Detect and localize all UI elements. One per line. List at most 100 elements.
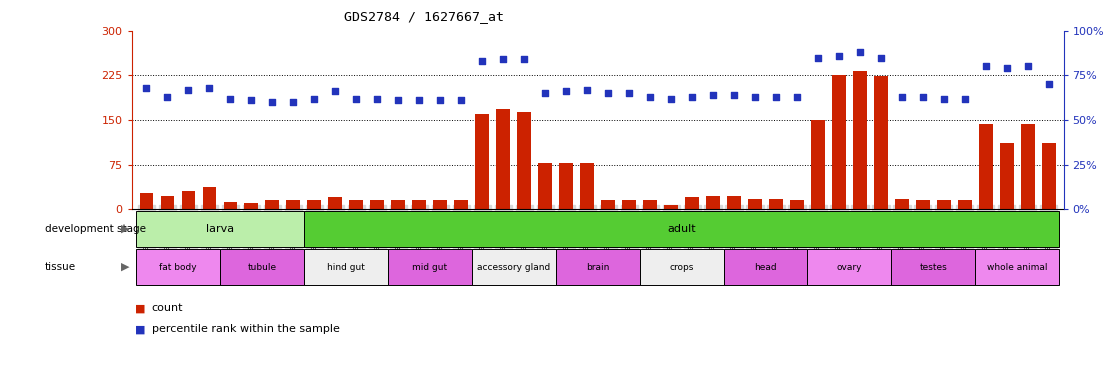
Text: crops: crops [670,263,694,271]
Text: development stage: development stage [45,224,146,234]
Text: brain: brain [586,263,609,271]
Bar [308,200,321,209]
Bar [958,200,972,209]
Point [137,85,155,91]
Point [599,90,617,96]
Text: ▶: ▶ [121,224,129,234]
Bar [643,200,657,209]
Point [473,58,491,64]
Bar [979,124,993,209]
Point [683,94,701,100]
Point [747,94,764,100]
Text: percentile rank within the sample: percentile rank within the sample [152,324,339,334]
Bar [790,200,804,209]
Bar [685,197,699,209]
Point [830,53,848,59]
Point [998,65,1016,71]
Bar [182,192,195,209]
Bar [1000,142,1013,209]
Bar [349,200,363,209]
Bar [266,200,279,209]
Text: accessory gland: accessory gland [477,263,550,271]
Point [620,90,638,96]
Point [725,92,743,98]
Bar [623,200,636,209]
Point [536,90,554,96]
Bar [853,71,867,209]
Text: fat body: fat body [160,263,196,271]
Point [516,56,533,62]
Bar [140,193,153,209]
Text: ■: ■ [135,303,145,313]
Bar [392,200,405,209]
Point [494,56,512,62]
Point [347,96,365,102]
Text: testes: testes [920,263,947,271]
Point [852,49,869,55]
Text: mid gut: mid gut [412,263,448,271]
Text: head: head [754,263,777,271]
Bar [454,200,468,209]
Point [809,55,827,61]
Bar [497,109,510,209]
Point [263,99,281,105]
Bar [223,202,238,209]
Point [662,96,680,102]
Text: count: count [152,303,183,313]
Bar [287,200,300,209]
Point [935,96,953,102]
Point [788,94,806,100]
Bar [728,196,741,209]
Point [242,97,260,103]
Bar [1042,142,1056,209]
Point [704,92,722,98]
Point [872,55,889,61]
Bar [664,205,677,209]
Bar [602,200,615,209]
Point [368,96,386,102]
Point [642,94,660,100]
Text: hind gut: hind gut [327,263,365,271]
Point [452,97,470,103]
Bar [916,200,930,209]
Point [306,96,324,102]
Point [221,96,239,102]
Bar [538,163,552,209]
Point [914,94,932,100]
Point [1019,63,1037,70]
Point [180,86,198,93]
Bar [371,200,384,209]
Point [431,97,449,103]
Bar [433,200,448,209]
Bar [895,199,908,209]
Bar [328,197,343,209]
Point [767,94,785,100]
Point [893,94,911,100]
Bar [1021,124,1035,209]
Point [411,97,429,103]
Text: tissue: tissue [45,262,76,272]
Text: tubule: tubule [248,263,277,271]
Bar [559,163,573,209]
Text: ▶: ▶ [121,262,129,272]
Bar [580,163,594,209]
Point [158,94,176,100]
Text: ovary: ovary [837,263,863,271]
Point [389,97,407,103]
Bar [833,75,846,209]
Bar [244,204,258,209]
Bar [413,200,426,209]
Bar [937,200,951,209]
Point [557,88,575,94]
Text: whole animal: whole animal [988,263,1048,271]
Bar [475,114,489,209]
Bar [748,199,762,209]
Text: larva: larva [205,224,234,234]
Point [578,86,596,93]
Bar [874,76,887,209]
Bar [706,196,720,209]
Bar [161,196,174,209]
Bar [811,120,825,209]
Point [976,63,994,70]
Bar [202,187,217,209]
